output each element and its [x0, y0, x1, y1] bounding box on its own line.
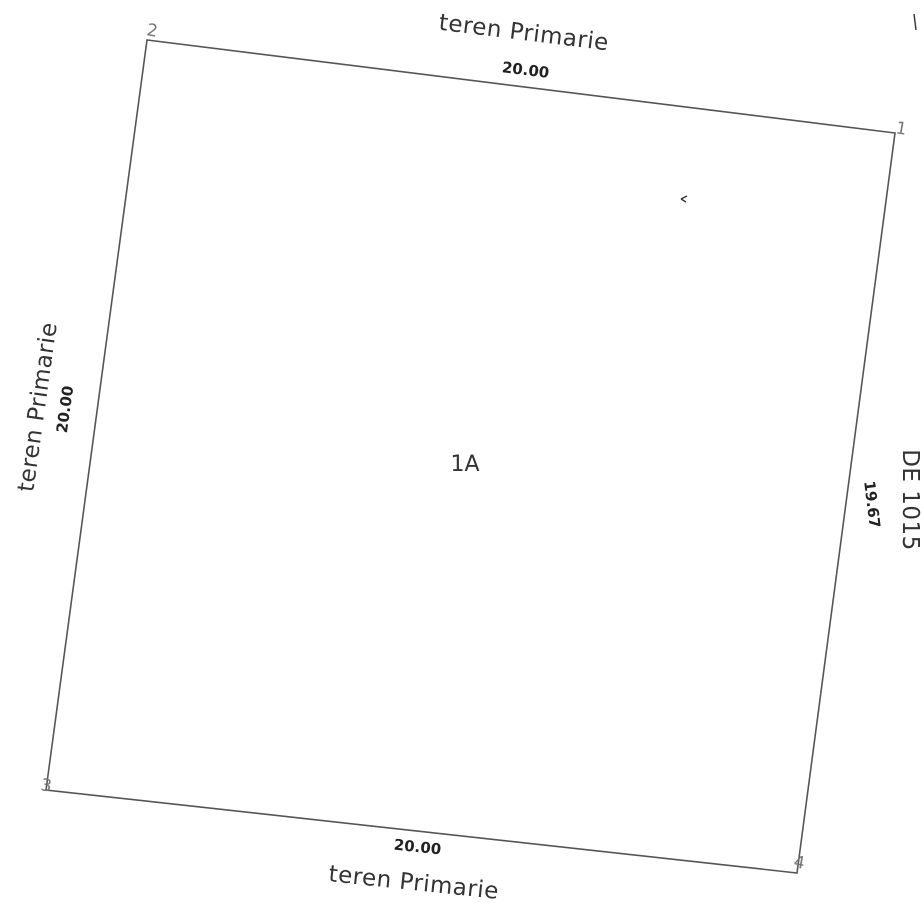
vertex-label-4: 4 — [792, 852, 806, 874]
dimension-bottom: 20.00 — [393, 836, 442, 859]
vertex-label-2: 2 — [145, 20, 159, 42]
dimension-left: 20.00 — [53, 385, 77, 434]
dimension-top: 20.00 — [501, 58, 550, 82]
scan-edge-mark — [913, 13, 917, 31]
neighbor-label-bottom: teren Primarie — [327, 861, 500, 905]
dimension-right: 19.67 — [860, 480, 884, 529]
parcel-boundary — [45, 39, 896, 874]
neighbor-label-top: teren Primarie — [437, 10, 610, 57]
ink-speck-mark — [680, 195, 688, 203]
vertex-label-3: 3 — [39, 775, 53, 797]
vertex-label-1: 1 — [894, 118, 908, 140]
neighbor-label-right: DE 1015 — [897, 449, 923, 551]
parcel-id-label: 1A — [450, 452, 479, 477]
